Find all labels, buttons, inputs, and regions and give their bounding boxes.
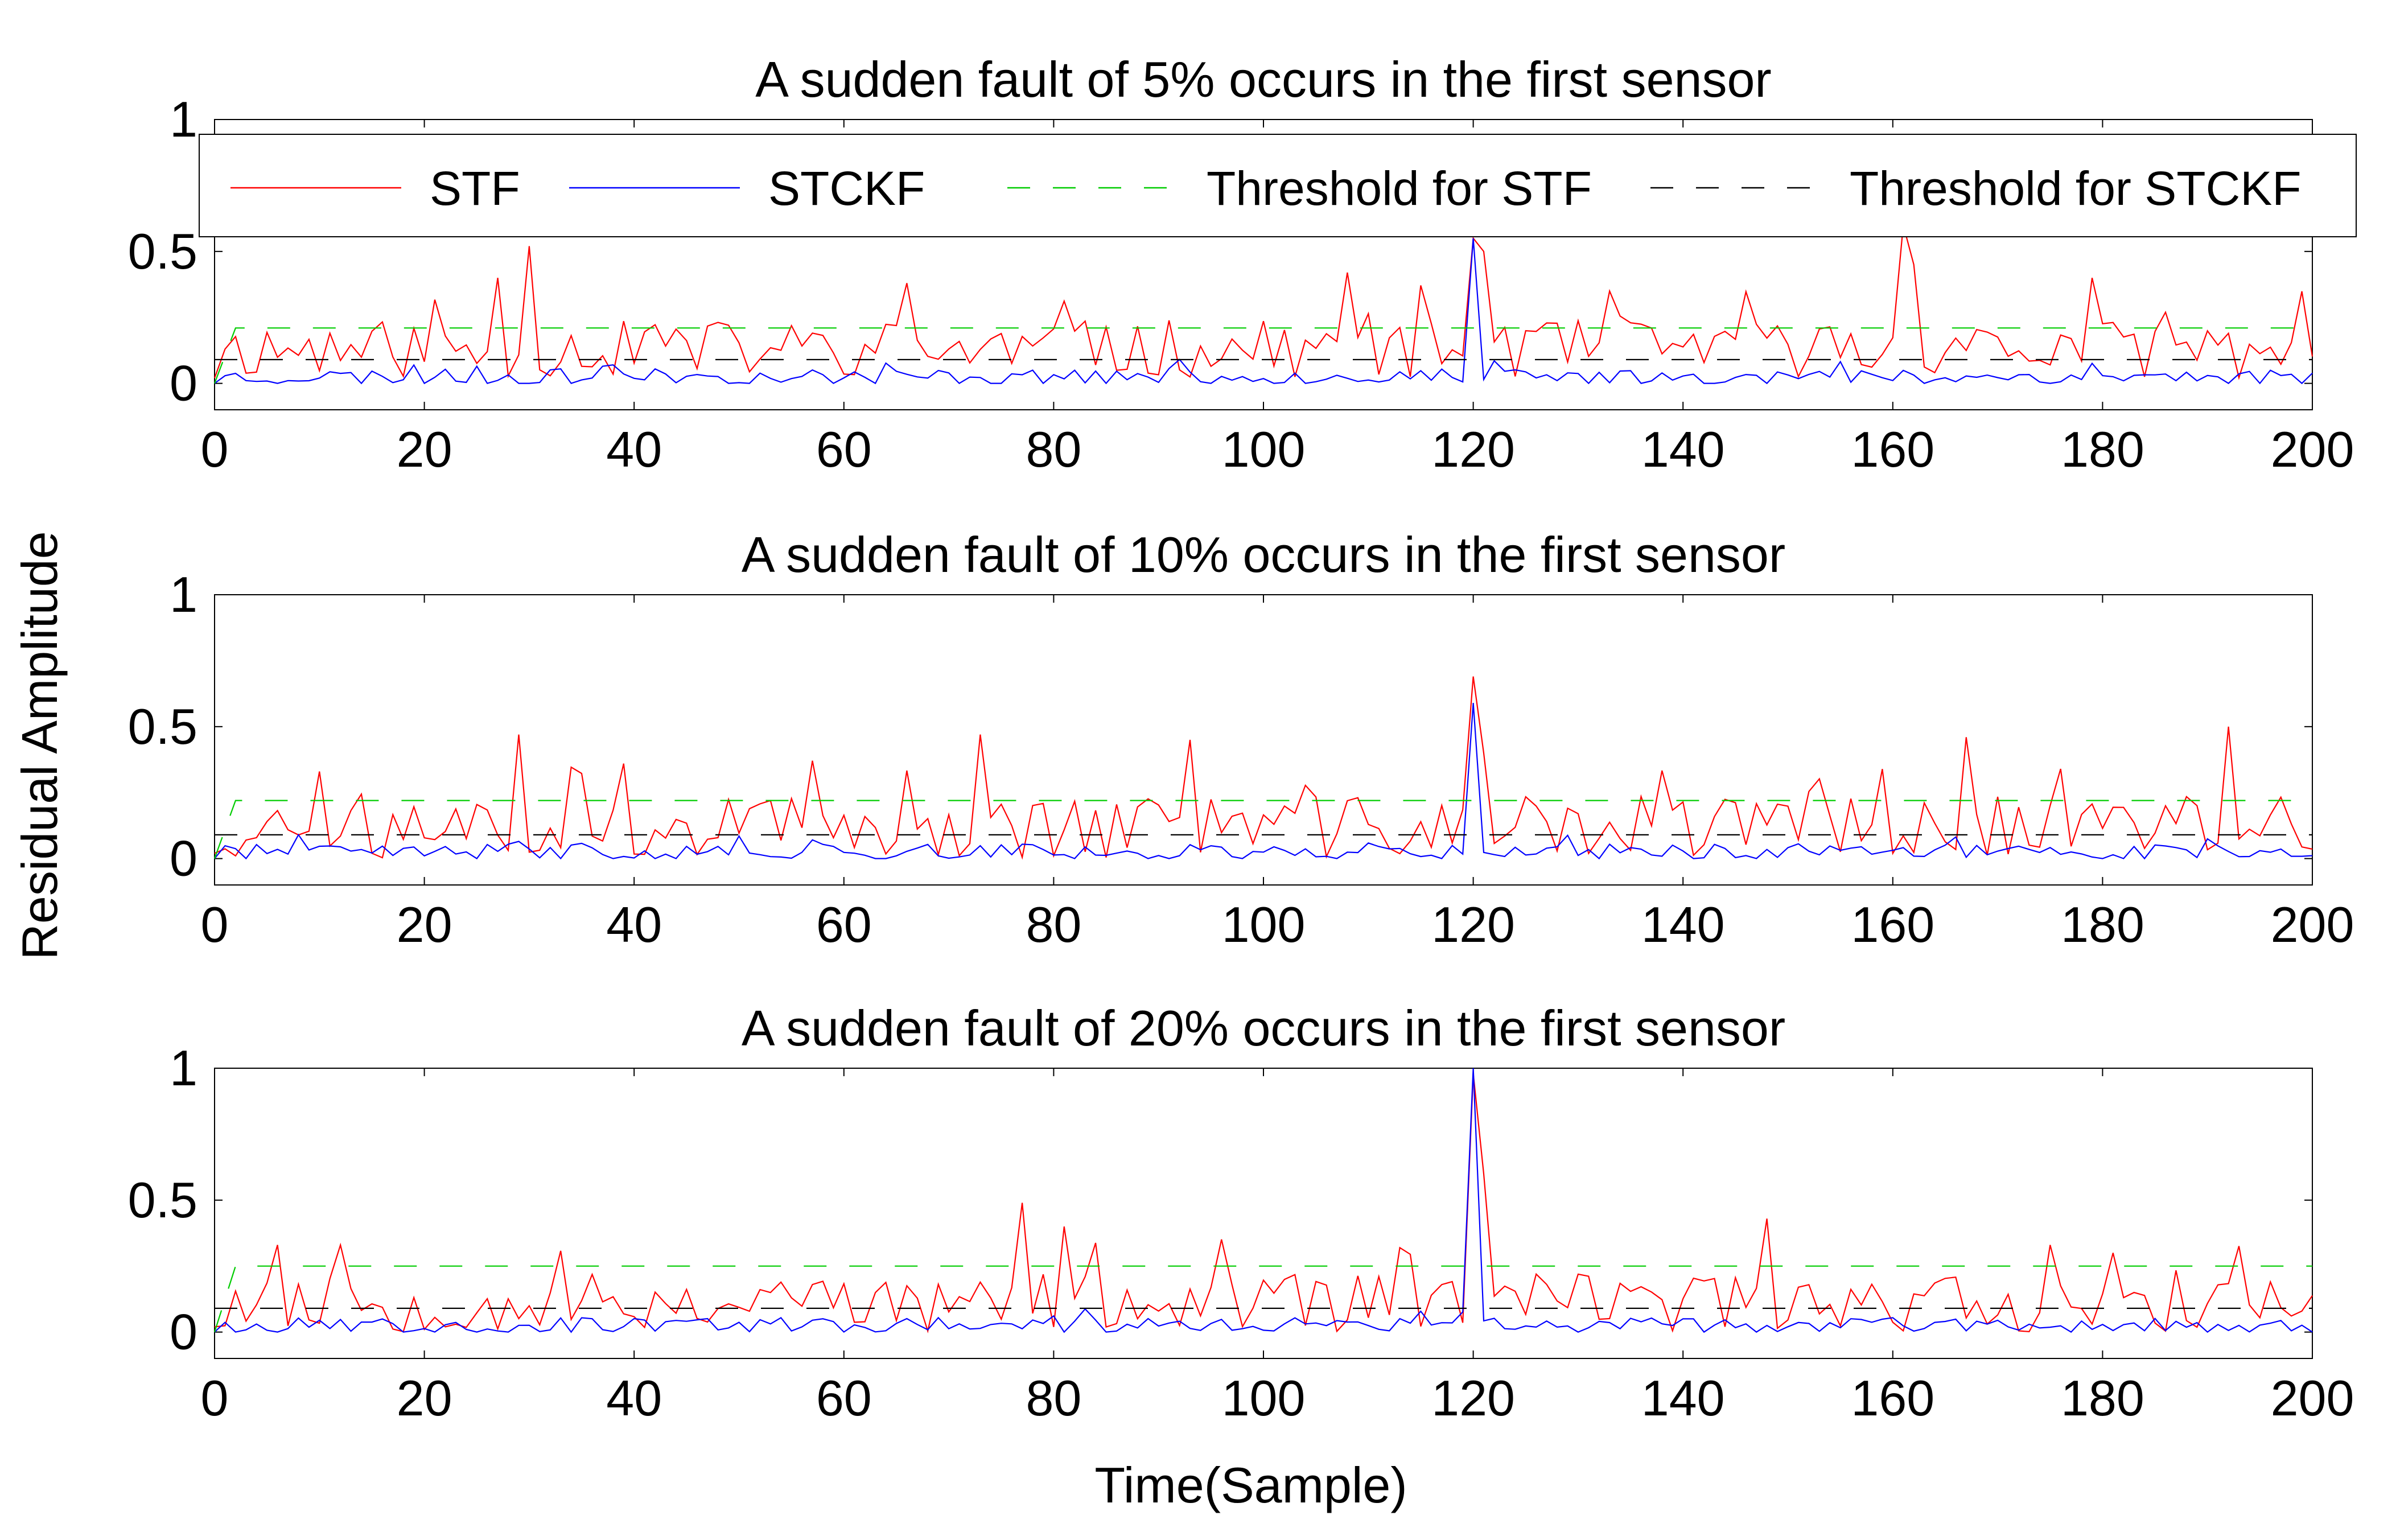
legend-label: STF (430, 162, 520, 215)
x-tick-label: 200 (2271, 896, 2354, 953)
y-tick-label: 0.5 (128, 223, 197, 279)
y-tick-label: 1 (170, 566, 197, 623)
x-tick-label: 80 (1026, 1370, 1081, 1426)
y-tick-label: 0 (170, 1304, 197, 1360)
x-tick-label: 80 (1026, 896, 1081, 953)
x-tick-label: 160 (1851, 1370, 1934, 1426)
y-tick-label: 1 (170, 91, 197, 147)
panel-2: A sudden fault of 10% occurs in the firs… (128, 526, 2354, 953)
x-tick-label: 160 (1851, 421, 1934, 477)
y-tick-label: 0.5 (128, 698, 197, 755)
panel-title: A sudden fault of 10% occurs in the firs… (742, 526, 1785, 583)
x-tick-label: 40 (606, 1370, 662, 1426)
series-stf (214, 676, 2313, 860)
x-tick-label: 0 (201, 421, 229, 477)
series-stckf (214, 238, 2313, 385)
x-tick-label: 140 (1641, 421, 1725, 477)
x-tick-label: 20 (397, 421, 452, 477)
x-tick-label: 200 (2271, 421, 2354, 477)
legend-box (199, 134, 2357, 237)
legend-label: Threshold for STCKF (1850, 162, 2302, 215)
x-tick-label: 20 (397, 896, 452, 953)
x-tick-label: 0 (201, 1370, 229, 1426)
x-tick-label: 100 (1222, 1370, 1306, 1426)
panel-3: A sudden fault of 20% occurs in the firs… (128, 1000, 2354, 1426)
panel-title: A sudden fault of 20% occurs in the firs… (742, 1000, 1785, 1056)
x-tick-label: 140 (1641, 1370, 1725, 1426)
x-tick-label: 120 (1431, 1370, 1515, 1426)
y-tick-label: 0 (170, 830, 197, 887)
x-tick-label: 80 (1026, 421, 1081, 477)
x-tick-label: 60 (816, 896, 872, 953)
x-tick-label: 100 (1222, 896, 1306, 953)
series-threshold-for-stf (213, 800, 2312, 859)
series-threshold-for-stf (213, 327, 2312, 384)
x-tick-label: 120 (1431, 421, 1515, 477)
x-axis-label: Time(Sample) (1094, 1457, 1407, 1513)
series-stckf (214, 1068, 2313, 1333)
y-tick-label: 0 (170, 355, 197, 411)
x-tick-label: 140 (1641, 896, 1725, 953)
x-tick-label: 40 (606, 421, 662, 477)
series-stf (214, 1073, 2313, 1333)
x-tick-label: 180 (2061, 896, 2144, 953)
x-tick-label: 180 (2061, 1370, 2144, 1426)
axes-box (214, 594, 2313, 886)
panel-title: A sudden fault of 5% occurs in the first… (755, 51, 1771, 108)
legend-label: STCKF (768, 162, 925, 215)
series-stf (213, 225, 2313, 380)
y-axis-label: Residual Amplitude (11, 531, 68, 960)
x-tick-label: 160 (1851, 896, 1934, 953)
x-tick-label: 200 (2271, 1370, 2354, 1426)
series-stckf (214, 703, 2313, 860)
x-tick-label: 60 (816, 421, 872, 477)
y-tick-label: 0.5 (128, 1172, 197, 1228)
panel-1: A sudden fault of 5% occurs in the first… (128, 51, 2354, 477)
x-tick-label: 120 (1431, 896, 1515, 953)
x-tick-label: 60 (816, 1370, 872, 1426)
legend: STF STCKF Threshold for STF Threshold for S… (199, 134, 2357, 237)
y-tick-label: 1 (170, 1040, 197, 1096)
x-tick-label: 0 (201, 896, 229, 953)
legend-label: Threshold for STF (1207, 162, 1592, 215)
x-tick-label: 180 (2061, 421, 2144, 477)
series-threshold-for-stf (213, 1265, 2312, 1332)
x-tick-label: 100 (1222, 421, 1306, 477)
x-tick-label: 20 (397, 1370, 452, 1426)
x-tick-label: 40 (606, 896, 662, 953)
